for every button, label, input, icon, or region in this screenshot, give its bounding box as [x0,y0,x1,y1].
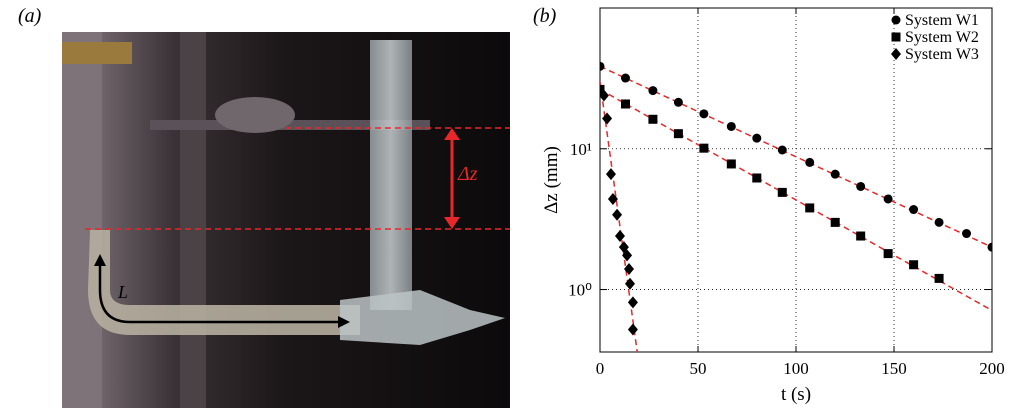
data-point [600,89,609,102]
data-point [856,231,866,241]
data-point [600,84,605,94]
data-point [627,323,638,336]
x-tick-label: 100 [783,359,809,378]
data-point [752,173,762,183]
legend-marker [891,48,901,60]
fit-line [600,81,638,352]
data-point [673,129,683,139]
data-point [830,217,840,227]
legend-marker [891,15,901,25]
x-tick-label: 50 [690,359,707,378]
data-point [805,203,815,213]
data-point [620,73,630,83]
photo: Δz L [62,32,510,408]
data-point [726,121,736,131]
data-point [883,194,893,204]
legend-label: System W1 [905,12,979,29]
x-tick-label: 0 [596,359,605,378]
data-point [909,260,919,270]
x-tick-label: 150 [881,359,907,378]
data-point [909,205,919,215]
y-tick-label: 10¹ [570,140,592,159]
data-point [620,99,630,109]
data-point [614,230,625,243]
data-point [624,277,635,290]
data-point [962,229,972,239]
fit-line [600,88,992,312]
y-axis-label: Δz (mm) [541,146,562,214]
plot-area [600,61,992,352]
data-point [934,217,944,227]
data-point [752,133,762,143]
data-point [726,159,736,169]
data-point [624,262,635,275]
panel-label: (b) [533,5,557,27]
fit-line [600,65,992,248]
legend-label: System W3 [905,46,979,63]
data-point [627,296,638,309]
panel-label: (a) [18,5,42,27]
data-point [699,109,709,119]
data-point [600,61,605,71]
data-point [673,97,683,107]
legend-marker [891,32,901,42]
y-tick-label: 10⁰ [568,281,592,300]
data-point [605,168,616,181]
data-point [830,169,840,179]
data-point [607,192,618,205]
legend-label: System W2 [905,29,979,46]
data-point [934,273,944,283]
plot-frame [599,7,993,353]
photo-annotation: L [117,282,128,302]
data-point [648,114,658,124]
data-point [805,157,815,167]
data-point [622,249,633,262]
data-point [777,145,787,155]
x-tick-label: 200 [979,359,1005,378]
data-point [648,86,658,96]
data-point [883,249,893,259]
data-point [856,181,866,191]
data-point [777,187,787,197]
photo-annotation: Δz [457,163,478,185]
data-point [602,112,613,125]
data-point [987,242,992,252]
data-point [612,208,623,221]
data-point [699,143,709,153]
x-axis-label: t (s) [781,384,811,405]
